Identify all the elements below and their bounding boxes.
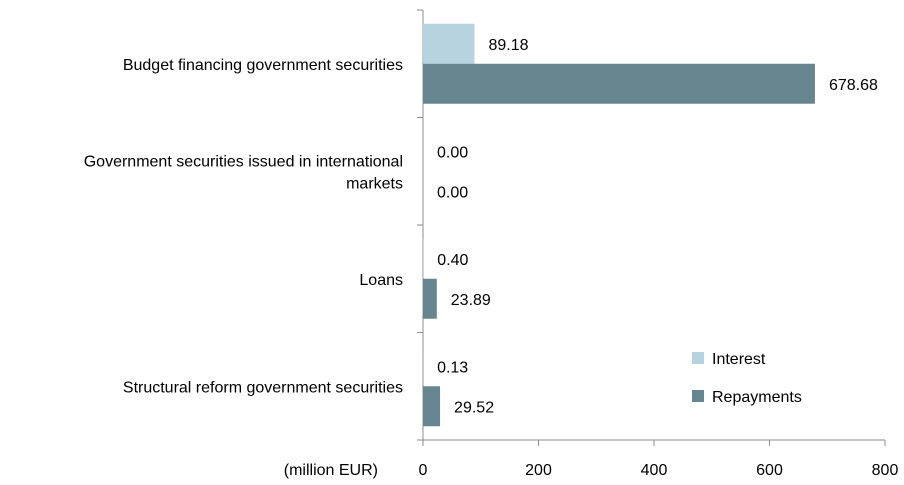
x-axis-label: (million EUR) <box>284 462 378 479</box>
data-label-repayments: 29.52 <box>454 399 494 416</box>
data-label-interest: 89.18 <box>489 37 529 54</box>
legend: Interest Repayments <box>692 351 802 406</box>
legend-swatch-interest <box>692 352 704 364</box>
x-tick-label: 200 <box>525 462 552 479</box>
x-tick-label: 800 <box>872 462 899 479</box>
data-label-repayments: 678.68 <box>829 77 878 94</box>
bars <box>423 23 815 427</box>
data-label-interest: 0.40 <box>437 252 468 269</box>
category-labels: Budget financing government securities Go… <box>84 57 403 397</box>
x-tick-label: 400 <box>641 462 668 479</box>
bar-repayments <box>423 386 441 427</box>
bar-interest <box>423 23 475 64</box>
x-tick-labels: 0 200 400 600 800 <box>419 462 899 479</box>
bar-repayments <box>423 63 815 104</box>
category-label: Structural reform government securities <box>123 379 403 396</box>
x-tick-label: 600 <box>756 462 783 479</box>
legend-label-interest: Interest <box>712 351 766 368</box>
category-label: markets <box>346 175 403 192</box>
value-labels: 89.18 678.68 0.00 0.00 0.40 23.89 0.13 29.52 <box>437 37 878 417</box>
data-label-interest: 0.13 <box>437 359 468 376</box>
category-label: Budget financing government securities <box>123 57 403 74</box>
x-tick-label: 0 <box>419 462 428 479</box>
data-label-repayments: 0.00 <box>437 184 468 201</box>
data-label-repayments: 23.89 <box>451 292 491 309</box>
legend-swatch-repayments <box>692 390 704 402</box>
category-label: Government securities issued in internat… <box>84 153 403 170</box>
category-label: Loans <box>359 272 403 289</box>
bar-repayments <box>423 278 437 319</box>
data-label-interest: 0.00 <box>437 144 468 161</box>
legend-label-repayments: Repayments <box>712 389 802 406</box>
